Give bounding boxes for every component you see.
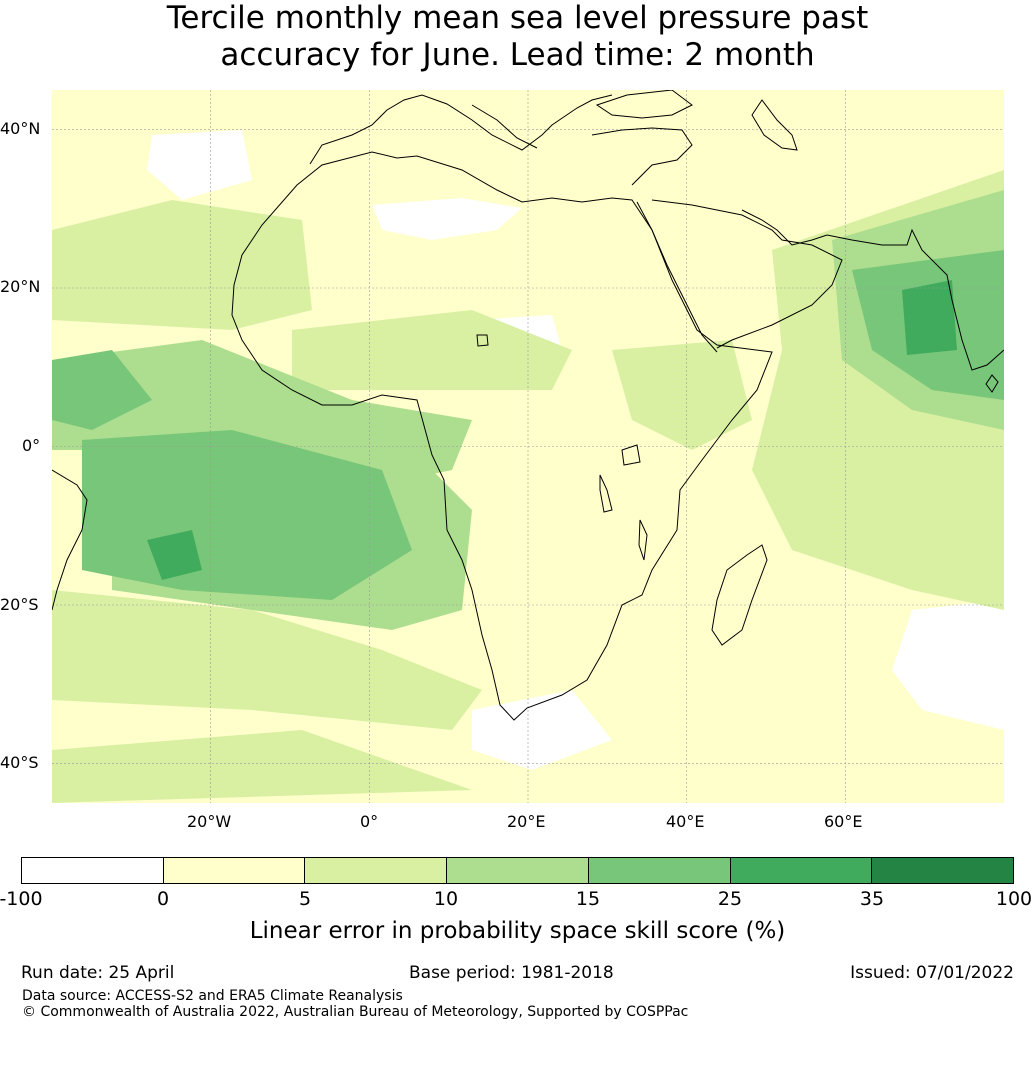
colorbar-tick-minus-100: -100	[0, 888, 43, 910]
shade-white-sahara	[372, 198, 522, 240]
colorbar-tick-5: 5	[298, 888, 312, 910]
lon-label-40e: 40°E	[666, 812, 705, 831]
colorbar-segment-7	[872, 858, 1014, 883]
lake-tanganyika	[599, 474, 613, 513]
coast-sri-lanka	[985, 374, 999, 393]
colorbar-tick-10: 10	[433, 888, 459, 910]
shade-light-sahel	[292, 310, 572, 390]
coast-iran-pakistan	[826, 228, 938, 266]
issued-date: Issued: 07/01/2022	[850, 963, 1014, 983]
lat-label-20n: 20°N	[0, 277, 41, 296]
shade-white-northwest	[147, 130, 252, 200]
data-source: Data source: ACCESS-S2 and ERA5 Climate …	[22, 988, 403, 1004]
colorbar-segment-3	[305, 858, 448, 883]
coast-turkey-levant	[591, 127, 693, 186]
shade-light-west-atlantic	[52, 200, 312, 330]
coast-red-sea-east	[636, 201, 718, 353]
shade-white-south-atlantic	[892, 600, 1004, 730]
lon-label-60e: 60°E	[824, 812, 863, 831]
colorbar-tick-25: 25	[717, 888, 743, 910]
lat-label-equator: 0°	[22, 436, 41, 455]
coast-arabia	[651, 199, 843, 349]
coast-caspian	[751, 99, 798, 151]
base-period: Base period: 1981-2018	[409, 963, 614, 983]
lat-label-40s: 40°S	[0, 753, 39, 772]
shade-strong-west-indian	[52, 350, 152, 430]
colorbar	[21, 857, 1014, 884]
lake-malawi	[638, 519, 648, 561]
coast-black-sea	[595, 90, 693, 119]
colorbar-label: Linear error in probability space skill …	[249, 918, 786, 944]
coast-italy	[471, 104, 538, 149]
colorbar-segment-5	[588, 858, 731, 883]
map-gridlines	[52, 90, 1004, 803]
colorbar-tick-15: 15	[575, 888, 601, 910]
lat-label-40n: 40°N	[0, 119, 41, 138]
skill-score-map	[52, 90, 1004, 803]
coast-madagascar	[711, 544, 768, 646]
colorbar-tick-100: 100	[995, 888, 1033, 910]
shade-light-southern	[52, 730, 472, 803]
chart-title: Tercile monthly mean sea level pressure …	[0, 0, 1035, 74]
colorbar-segment-1	[22, 858, 164, 883]
lon-label-20w: 20°W	[187, 812, 232, 831]
colorbar-segment-6	[730, 858, 873, 883]
lake-chad	[476, 334, 489, 347]
shade-peak-south-atlantic	[147, 530, 202, 580]
skill-shading	[52, 130, 1004, 803]
coast-south-america	[52, 469, 88, 611]
colorbar-segment-4	[447, 858, 589, 883]
coast-africa	[231, 151, 773, 721]
shade-light-east-africa	[612, 340, 752, 450]
coast-persian-gulf	[741, 209, 828, 246]
colorbar-segment-2	[163, 858, 306, 883]
coast-europe-south	[309, 94, 613, 165]
shade-light-south-atlantic	[52, 590, 482, 730]
title-line-2: accuracy for June. Lead time: 2 month	[220, 37, 815, 73]
lon-label-20e: 20°E	[507, 812, 546, 831]
shade-peak-arabian-sea	[902, 280, 957, 355]
lon-label-0: 0°	[360, 812, 379, 831]
lat-label-20s: 20°S	[0, 595, 39, 614]
copyright: © Commonwealth of Australia 2022, Austra…	[22, 1004, 689, 1020]
run-date: Run date: 25 April	[21, 963, 175, 983]
coast-india	[936, 264, 1004, 371]
shade-white-south-africa	[472, 690, 612, 770]
colorbar-tick-35: 35	[859, 888, 885, 910]
title-line-1: Tercile monthly mean sea level pressure …	[166, 0, 869, 36]
coastlines	[52, 90, 1004, 721]
lake-victoria	[621, 444, 641, 466]
colorbar-tick-0: 0	[156, 888, 170, 910]
